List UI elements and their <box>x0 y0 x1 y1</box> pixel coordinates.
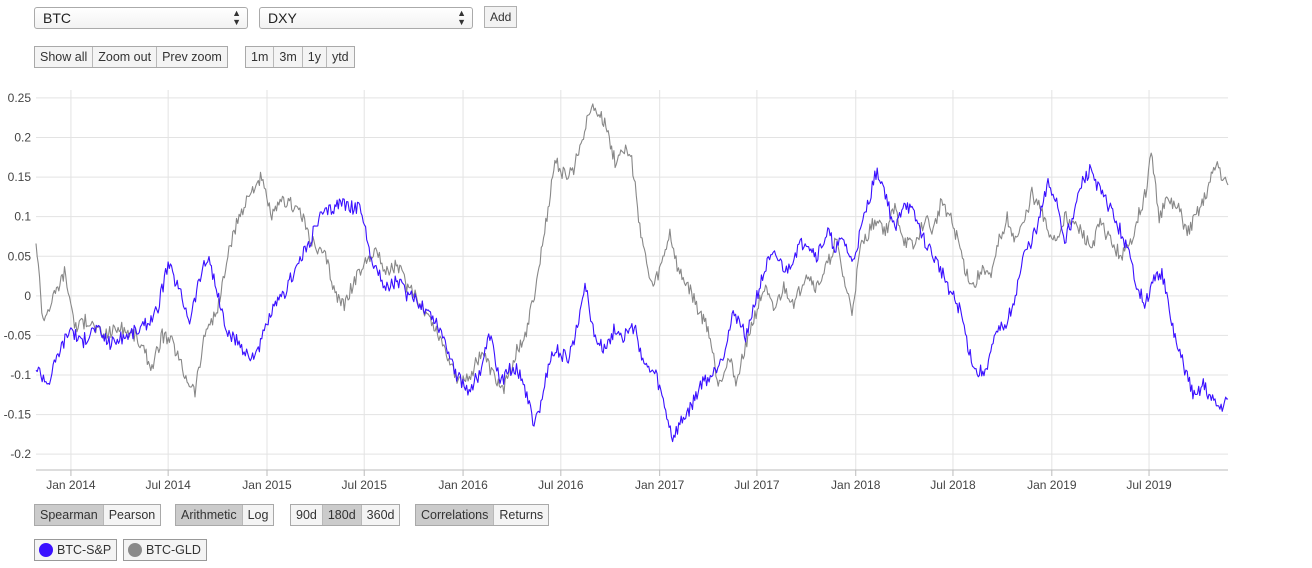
asset-b-select[interactable]: DXY ▲ ▼ <box>259 7 473 29</box>
y-tick-label: 0.2 <box>14 131 31 145</box>
x-tick-label: Jan 2014 <box>46 478 96 492</box>
series-line-btc-s-p <box>35 164 1229 443</box>
x-tick-label: Jan 2015 <box>242 478 292 492</box>
zoom-controls: Show all Zoom out Prev zoom <box>34 46 228 68</box>
x-tick-label: Jul 2017 <box>734 478 780 492</box>
legend-item-btc-sp[interactable]: BTC-S&P <box>34 539 118 561</box>
window-360d-button[interactable]: 360d <box>361 505 400 525</box>
pearson-button[interactable]: Pearson <box>103 505 161 525</box>
y-tick-label: -0.2 <box>10 447 31 461</box>
correlations-button[interactable]: Correlations <box>416 505 495 525</box>
view-controls: Correlations Returns <box>415 504 550 526</box>
range-3m-button[interactable]: 3m <box>274 47 303 67</box>
asset-a-select[interactable]: BTC ▲ ▼ <box>34 7 248 29</box>
scale-controls: Arithmetic Log <box>175 504 275 526</box>
asset-b-value: DXY <box>268 10 297 26</box>
series-color-swatch <box>39 543 53 557</box>
x-tick-label: Jan 2017 <box>635 478 685 492</box>
window-controls: 90d 180d 360d <box>290 504 401 526</box>
asset-a-value: BTC <box>43 10 71 26</box>
x-tick-label: Jul 2016 <box>538 478 584 492</box>
y-axis: -0.2 -0.15 -0.1 -0.05 0 0.05 0.1 0.15 0.2 0.25 <box>4 91 32 461</box>
select-arrows-icon: ▲ ▼ <box>232 8 241 27</box>
range-1m-button[interactable]: 1m <box>246 47 275 67</box>
x-tick-label: Jul 2019 <box>1126 478 1172 492</box>
range-1y-button[interactable]: 1y <box>302 47 327 67</box>
legend-label: BTC-S&P <box>57 543 112 557</box>
arithmetic-button[interactable]: Arithmetic <box>176 505 243 525</box>
legend-item-btc-gld[interactable]: BTC-GLD <box>123 539 207 561</box>
y-tick-label: 0.05 <box>8 249 32 263</box>
show-all-button[interactable]: Show all <box>35 47 94 67</box>
series-line-btc-gld <box>35 103 1229 398</box>
y-tick-label: -0.05 <box>4 328 32 342</box>
x-tick-label: Jul 2018 <box>930 478 976 492</box>
y-tick-label: -0.1 <box>10 368 31 382</box>
y-tick-label: 0.25 <box>8 91 32 105</box>
prev-zoom-button[interactable]: Prev zoom <box>157 47 227 67</box>
window-90d-button[interactable]: 90d <box>291 505 323 525</box>
log-button[interactable]: Log <box>242 505 274 525</box>
returns-button[interactable]: Returns <box>494 505 549 525</box>
x-tick-label: Jan 2018 <box>831 478 881 492</box>
y-tick-label: 0.1 <box>14 210 31 224</box>
chart-grid <box>36 90 1228 470</box>
select-arrows-icon: ▲ ▼ <box>457 8 466 27</box>
y-tick-label: 0.15 <box>8 170 32 184</box>
series-color-swatch <box>128 543 142 557</box>
range-ytd-button[interactable]: ytd <box>326 47 354 67</box>
correlation-chart: -0.2 -0.15 -0.1 -0.05 0 0.05 0.1 0.15 0.2 0.25 Ja… <box>4 90 1229 492</box>
x-tick-label: Jul 2014 <box>145 478 191 492</box>
x-tick-label: Jan 2016 <box>438 478 488 492</box>
range-controls: 1m 3m 1y ytd <box>245 46 355 68</box>
zoom-out-button[interactable]: Zoom out <box>93 47 158 67</box>
x-axis: Jan 2014 Jul 2014 Jan 2015 Jul 2015 Jan 2016… <box>36 469 1228 492</box>
spearman-button[interactable]: Spearman <box>35 505 104 525</box>
y-tick-label: 0 <box>24 289 31 303</box>
window-180d-button[interactable]: 180d <box>322 505 362 525</box>
y-tick-label: -0.15 <box>4 408 32 422</box>
add-button[interactable]: Add <box>484 6 518 28</box>
chart-series <box>35 103 1229 443</box>
x-tick-label: Jan 2019 <box>1027 478 1077 492</box>
method-controls: Spearman Pearson <box>34 504 162 526</box>
x-tick-label: Jul 2015 <box>342 478 388 492</box>
legend-label: BTC-GLD <box>146 543 201 557</box>
